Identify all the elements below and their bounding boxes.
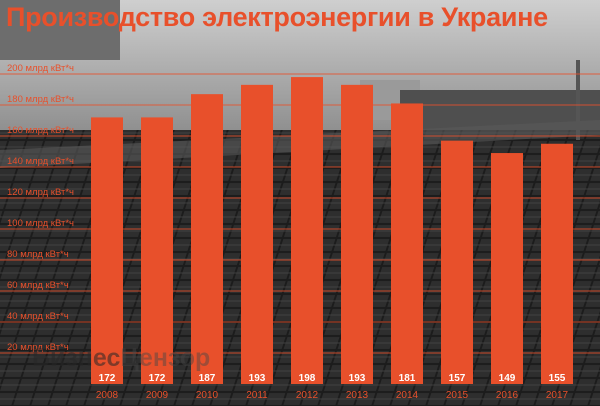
- bar-value-label: 155: [549, 373, 566, 384]
- x-axis-categories: 2008 2009 2010 2011 2012 2013 2014 2015 2016 2017: [96, 390, 569, 401]
- x-category-label: 2012: [296, 390, 319, 401]
- bar: [141, 117, 173, 385]
- x-category-label: 2011: [246, 390, 268, 401]
- bar: [191, 94, 223, 385]
- page-title: Производство электроэнергии в Украине: [6, 2, 548, 32]
- bar: [241, 84, 273, 384]
- bar: [491, 153, 523, 384]
- x-category-label: 2016: [496, 390, 519, 401]
- bar: [341, 84, 373, 384]
- x-category-label: 2013: [346, 390, 369, 401]
- bar-value-label: 181: [399, 373, 416, 384]
- y-tick-label: 40 млрд кВт*ч: [7, 311, 69, 322]
- bar-value-label: 149: [499, 373, 516, 384]
- bar: [291, 77, 323, 384]
- y-tick-label: 60 млрд кВт*ч: [7, 280, 69, 291]
- x-category-label: 2008: [96, 390, 119, 401]
- y-tick-label: 100 млрд кВт*ч: [7, 218, 74, 229]
- y-tick-label: 180 млрд кВт*ч: [7, 94, 74, 105]
- bar-value-label: 157: [449, 373, 466, 384]
- bar: [391, 103, 423, 384]
- bar-value-label: 172: [99, 373, 116, 384]
- bar-value-label: 193: [249, 373, 266, 384]
- x-category-label: 2014: [396, 390, 419, 401]
- bar: [441, 140, 473, 384]
- bar-value-label: 172: [149, 373, 166, 384]
- y-tick-label: 20 млрд кВт*ч: [7, 342, 69, 353]
- y-tick-label: 160 млрд кВт*ч: [7, 125, 74, 136]
- bar-value-label: 187: [199, 373, 216, 384]
- bar: [91, 117, 123, 385]
- y-tick-label: 120 млрд кВт*ч: [7, 187, 74, 198]
- y-tick-label: 140 млрд кВт*ч: [7, 156, 74, 167]
- x-category-label: 2010: [196, 390, 219, 401]
- watermark-logo: БизнесЦензор: [32, 344, 211, 372]
- x-category-label: 2017: [546, 390, 569, 401]
- bar-value-label: 193: [349, 373, 366, 384]
- bar-value-labels: 172 172 187 193 198 193 181 157 149 155: [99, 373, 566, 384]
- y-tick-label: 80 млрд кВт*ч: [7, 249, 69, 260]
- y-axis-ticks: 20 млрд кВт*ч 40 млрд кВт*ч 60 млрд кВт*ч 8…: [7, 63, 74, 353]
- bars: [91, 77, 573, 385]
- bar: [541, 143, 573, 384]
- x-category-label: 2009: [146, 390, 169, 401]
- x-category-label: 2015: [446, 390, 469, 401]
- bar-value-label: 198: [299, 373, 316, 384]
- y-tick-label: 200 млрд кВт*ч: [7, 63, 74, 74]
